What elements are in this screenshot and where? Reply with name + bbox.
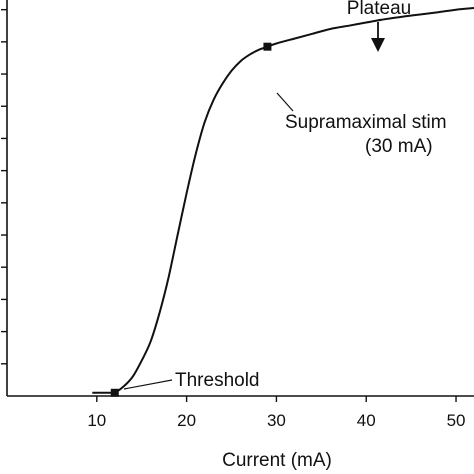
x-tick-label-40: 40 xyxy=(357,411,376,430)
plateau-annotation: Plateau xyxy=(347,0,411,19)
x-tick-label-30: 30 xyxy=(267,411,286,430)
supramaximal-leader-line xyxy=(276,92,294,112)
threshold-annotation: Threshold xyxy=(175,370,260,391)
axes: 10 20 30 40 50 xyxy=(1,0,474,430)
data-marker-1 xyxy=(110,388,119,397)
plateau-arrow-head xyxy=(371,38,385,52)
x-ticks: 10 20 30 40 50 xyxy=(87,396,465,430)
x-tick-label-50: 50 xyxy=(447,411,466,430)
markers xyxy=(110,42,272,397)
supramaximal-annotation-line1: Supramaximal stim xyxy=(285,112,447,133)
x-tick-label-20: 20 xyxy=(177,411,196,430)
series-line xyxy=(92,7,474,395)
threshold-leader-line xyxy=(123,379,173,390)
data-marker-2 xyxy=(263,42,272,51)
supramaximal-annotation-line2: (30 mA) xyxy=(365,136,433,157)
x-tick-label-10: 10 xyxy=(87,411,106,430)
y-ticks xyxy=(1,8,7,365)
x-axis-title: Current (mA) xyxy=(222,450,332,471)
